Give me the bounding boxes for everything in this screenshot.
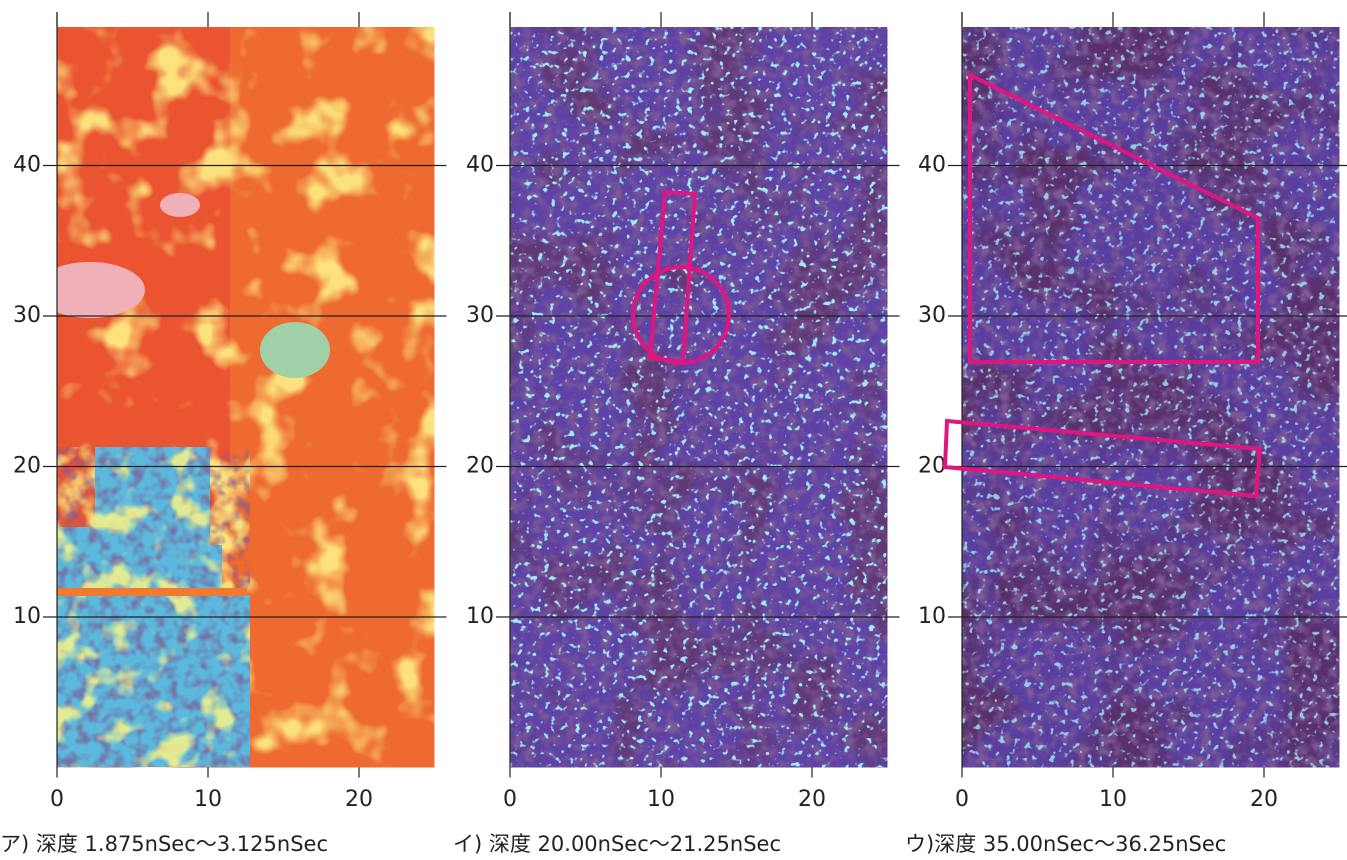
x-tick-label: 20 (798, 787, 826, 812)
y-tick-label: 10 (466, 604, 494, 629)
x-tick-label: 20 (345, 787, 373, 812)
x-tick-label: 20 (1250, 787, 1278, 812)
caption: ア) 深度 1.875nSec～3.125nSec (0, 832, 328, 856)
y-tick-label: 20 (466, 453, 494, 478)
y-tick-label: 30 (918, 303, 946, 328)
x-tick-label: 0 (50, 787, 64, 812)
y-tick-label: 10 (13, 604, 41, 629)
heatmap-image (962, 27, 1340, 768)
heatmap-image (35, 27, 435, 768)
y-tick-label: 40 (918, 152, 946, 177)
y-tick-label: 20 (13, 453, 41, 478)
y-tick-label: 30 (13, 303, 41, 328)
x-tick-label: 10 (647, 787, 675, 812)
y-tick-label: 40 (13, 152, 41, 177)
y-tick-label: 10 (918, 604, 946, 629)
x-tick-label: 10 (194, 787, 222, 812)
figure: 10 20 30 40 0 10 20 ア) 深度 1.875nSec～3.125nSec 10… (0, 0, 1347, 860)
x-tick-label: 0 (503, 787, 517, 812)
heatmap-image (510, 27, 888, 768)
y-tick-label: 20 (918, 453, 946, 478)
y-tick-label: 30 (466, 303, 494, 328)
x-tick-label: 0 (955, 787, 969, 812)
caption: イ) 深度 20.00nSec～21.25nSec (453, 832, 781, 856)
caption: ウ)深度 35.00nSec～36.25nSec (905, 832, 1226, 856)
x-tick-label: 10 (1099, 787, 1127, 812)
y-tick-label: 40 (466, 152, 494, 177)
